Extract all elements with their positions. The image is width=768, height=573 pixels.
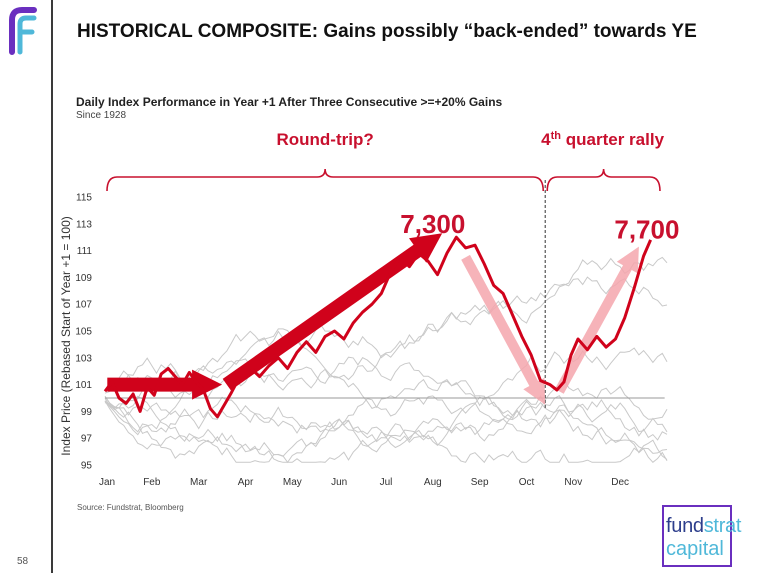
x-tick-label: Jan [99, 477, 115, 488]
annotation-7700: 7,700 [614, 214, 679, 244]
y-tick-label: 103 [75, 353, 92, 364]
brand-word-fund: fund [666, 515, 704, 537]
fundstrat-logo-icon [9, 7, 37, 55]
page-number: 58 [17, 556, 29, 567]
x-tick-label: Jun [331, 477, 347, 488]
y-tick-label: 111 [77, 246, 93, 257]
annotation-q4-rally: 4th quarter rally [541, 130, 664, 149]
brackets [106, 168, 661, 192]
x-tick-label: Aug [424, 477, 442, 488]
x-tick-label: Mar [190, 477, 208, 488]
background-series [104, 256, 668, 464]
y-tick-label: 95 [81, 461, 93, 472]
y-axis-label: Index Price (Rebased Start of Year +1 = … [59, 216, 73, 455]
background-path [104, 276, 668, 391]
y-tick-label: 101 [75, 380, 92, 391]
composite-series-line [103, 235, 652, 419]
brand-wordmark-line2: capital [666, 538, 724, 560]
y-tick-label: 109 [75, 273, 92, 284]
bracket-q4-rally [546, 168, 661, 192]
x-tick-label: Feb [143, 477, 161, 488]
slide-divider [51, 0, 53, 573]
chart-area: 95 97 99 101 103 105 107 109 111 113 115 Jan Feb Mar… [59, 130, 679, 488]
trend-arrow-faded [461, 254, 546, 405]
x-axis: Jan Feb Mar Apr May Jun Jul Aug Sep Oct Nov Dec [99, 477, 629, 488]
x-tick-label: Oct [519, 477, 535, 488]
background-path [104, 400, 668, 464]
x-tick-label: Sep [471, 477, 489, 488]
background-path [104, 378, 668, 464]
annotation-7300: 7,300 [400, 209, 465, 239]
chart-title: Daily Index Performance in Year +1 After… [76, 95, 503, 109]
brand-wordmark-line1: fundstrat [666, 515, 741, 538]
x-tick-label: Nov [564, 477, 582, 488]
y-tick-label: 99 [81, 407, 93, 418]
chart-subtitle: Since 1928 [76, 110, 127, 121]
annotation-round-trip: Round-trip? [276, 130, 373, 149]
y-tick-label: 113 [76, 219, 92, 230]
x-tick-label: Dec [611, 477, 629, 488]
bracket-round-trip [106, 168, 545, 192]
y-tick-label: 107 [75, 300, 92, 311]
annotation-q4-number: 4 [541, 130, 551, 149]
brand-box [662, 505, 732, 567]
y-tick-label: 115 [76, 193, 92, 204]
x-tick-label: Jul [380, 477, 393, 488]
annotation-q4-text: quarter rally [561, 130, 665, 149]
source-note: Source: Fundstrat, Bloomberg [77, 503, 184, 512]
x-tick-label: Apr [238, 477, 254, 488]
background-path [104, 395, 668, 457]
x-tick-label: May [283, 477, 302, 488]
y-axis: 95 97 99 101 103 105 107 109 111 113 115 [75, 193, 92, 472]
y-tick-label: 105 [75, 327, 92, 338]
annotation-q4-suffix: th [551, 130, 562, 142]
slide-title: HISTORICAL COMPOSITE: Gains possibly “ba… [77, 21, 697, 42]
background-path [104, 394, 668, 443]
brand-word-strat: strat [703, 515, 742, 537]
trend-arrow-solid [222, 233, 443, 391]
trend-arrow-faded [554, 246, 639, 394]
y-tick-label: 97 [81, 434, 93, 445]
